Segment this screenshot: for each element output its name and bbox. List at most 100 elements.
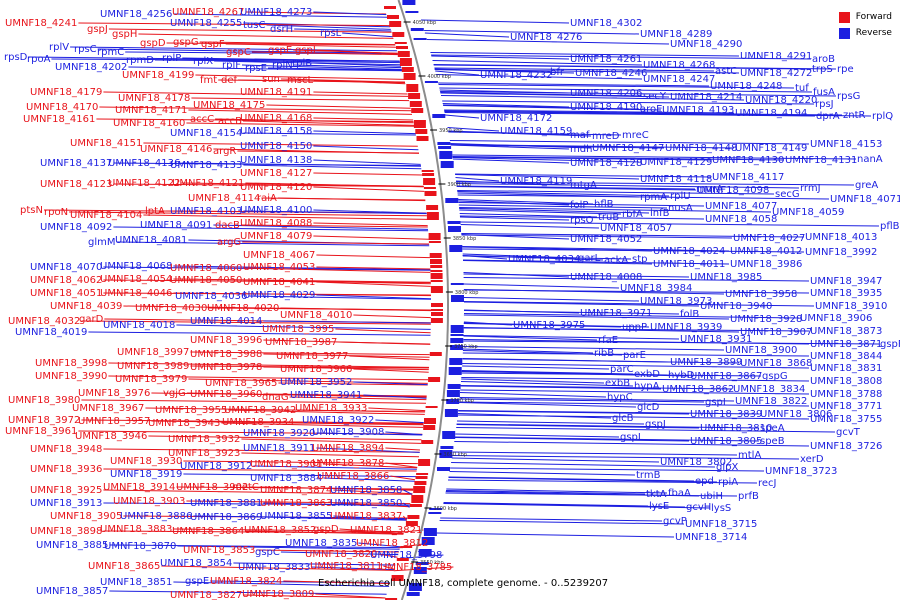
label-leader-line [450,144,665,149]
gene-label-left: UMNF18_4122 [108,178,180,189]
gene-forward [409,504,422,507]
label-leader-line [403,529,424,533]
gene-label-right: speA [760,423,785,434]
gene-forward [413,120,426,128]
label-leader-line [463,314,730,320]
gene-label-right: UMNF18_4290 [670,39,742,50]
label-leader-line [457,190,775,195]
gene-label-right: exbD [634,369,660,380]
gene-label-right: UMNF18_4027 [733,233,805,244]
gene-label-right: rpsJ [815,99,834,110]
label-leader-line [426,39,670,45]
gene-label-left: argR [213,146,236,157]
label-leader-line [243,164,422,170]
label-leader-line [463,340,880,345]
gene-label-right: maf [570,130,590,141]
gene-label-right: hypA [634,381,660,392]
gene-reverse [450,325,464,333]
label-leader-line [440,91,837,97]
gene-label-right: UMNF18_4052 [570,234,642,245]
gene-label-left: UMNF18_4014 [190,316,262,327]
gene-label-left: raiA [257,193,277,204]
gene-label-left: UMNF18_4103 [170,206,242,217]
gene-label-left: UMNF18_4127 [240,168,312,179]
gene-label-right: mdh [570,144,592,155]
label-leader-line [151,420,424,426]
label-leader-line [452,154,857,160]
label-leader-line [438,84,795,89]
label-leader-line [449,140,810,145]
gene-forward [431,312,443,316]
legend-label-forward: Forward [855,12,892,22]
label-leader-line [243,594,386,599]
gene-label-left: accC [190,114,214,125]
gene-label-right: UMNF18_4119 [500,176,572,187]
gene-label-left: UMNF18_4039 [50,301,122,312]
label-leader-line [463,273,690,278]
genome-caption: Escherichia coli UMNF18, complete genome… [318,578,609,589]
gene-label-right: glcD [637,402,660,413]
gene-label-left: UMNF18_4168 [240,113,312,124]
label-leader-line [108,362,430,368]
gene-reverse [429,508,443,510]
label-leader-line [457,191,670,197]
gene-forward [421,440,434,444]
label-leader-line [108,28,392,33]
gene-label-left: rplP [162,53,181,64]
label-leader-line [431,54,812,60]
gene-label-right: aroB [812,54,835,65]
gene-label-left: UMNF18_4060 [170,263,242,274]
gene-label-left: UMNF18_3995 [262,324,334,335]
gene-label-right: gspL [620,432,644,443]
label-leader-line [456,186,697,191]
gene-label-left: UMNF18_3865 [88,561,160,572]
label-leader-line [228,409,425,415]
kbp-label: 4050 kbp [413,20,437,26]
gene-label-right: UMNF18_4232 [480,70,552,81]
label-leader-line [436,532,675,538]
gene-label-left: UMNF18_4050 [170,275,242,286]
gene-label-left: UMNF18_3812 [356,538,428,549]
gene-label-right: UMNF18_3844 [810,351,882,362]
label-leader-line [313,222,428,227]
label-leader-line [463,310,680,315]
label-leader-line [455,177,500,182]
gene-reverse [439,450,453,458]
gene-label-right: tktA [646,489,667,500]
gene-label-left: UMNF18_3914 [103,482,175,493]
gene-label-left: UMNF18_4273 [240,7,312,18]
gene-label-right: UMNF18_4246 [575,68,647,79]
gene-label-right: rpmA [640,192,667,203]
gene-label-left: UMNF18_4100 [240,205,312,216]
gene-label-right: greA [855,180,878,191]
label-leader-line [459,207,772,213]
label-leader-line [440,517,663,522]
label-leader-line [103,448,420,453]
gene-label-left: UMNF18_3996 [190,335,262,346]
gene-forward [423,425,436,430]
label-leader-line [447,479,758,484]
label-leader-line [448,476,695,482]
gene-forward [415,129,428,134]
label-leader-line [333,502,410,508]
gene-label-left: UMNF18_4104 [70,210,142,221]
gene-label-left: gspD [313,524,339,535]
label-leader-line [342,32,394,38]
gene-label-left: UMNF18_3878 [312,458,384,469]
gene-label-left: gspC [226,47,251,58]
label-leader-line [458,410,760,415]
label-leader-line [316,447,420,453]
gene-label-right: UMNF18_4206 [570,88,642,99]
label-leader-line [458,204,668,209]
gene-forward [414,481,427,485]
gene-label-left: UMNF18_4267 [172,7,244,18]
legend-item-forward: Forward [838,9,892,25]
label-leader-line [463,301,700,307]
gene-forward [421,170,434,172]
gene-reverse [415,562,429,565]
label-leader-line [459,216,570,221]
gene-label-right: truB [598,212,619,223]
label-leader-line [316,49,398,55]
gene-label-left: UMNF18_4068 [100,261,172,272]
